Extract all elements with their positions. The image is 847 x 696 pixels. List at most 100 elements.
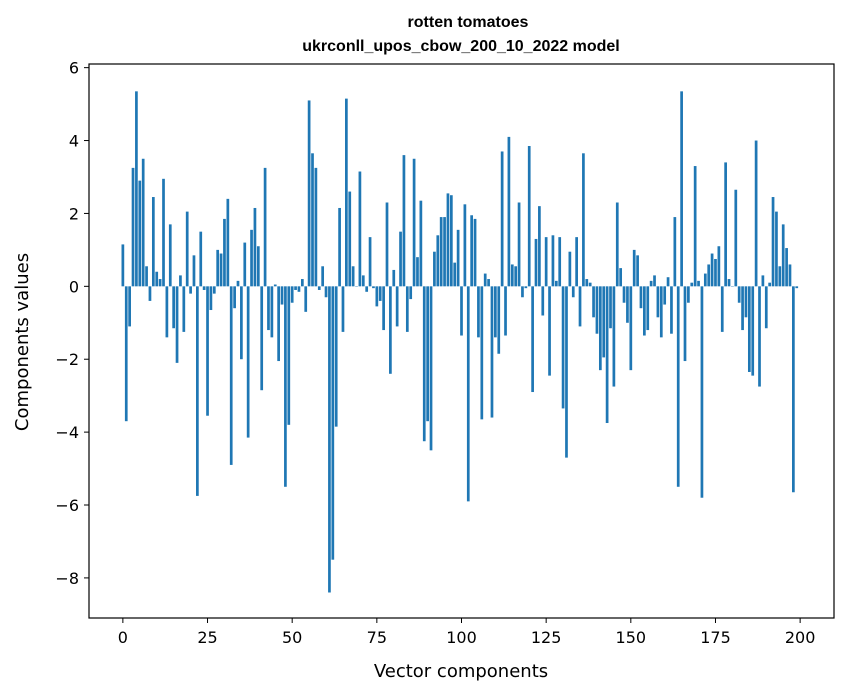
bar-182	[737, 286, 741, 303]
bar-152	[636, 255, 639, 287]
bar-198	[792, 286, 795, 493]
bar-146	[615, 202, 619, 287]
bar-72	[365, 286, 369, 292]
bar-70	[358, 171, 362, 287]
bar-92	[433, 251, 436, 287]
bar-12	[162, 178, 165, 287]
bar-156	[649, 280, 653, 287]
bar-164	[676, 286, 680, 487]
bar-138	[588, 282, 592, 287]
x-axis-ticks: 0 25 50 75 100 125 150 175 200	[118, 618, 815, 647]
bar-151	[632, 249, 636, 287]
chart-subtitle: ukrconll_upos_cbow_200_10_2022 model	[302, 38, 619, 55]
bar-161	[666, 277, 670, 287]
y-tick-label: 0	[69, 277, 79, 296]
bar-56	[311, 153, 314, 287]
bar-76	[378, 286, 382, 301]
bar-177	[720, 286, 724, 332]
bar-8	[148, 286, 152, 301]
bar-109	[490, 286, 494, 418]
bar-197	[788, 264, 792, 287]
bar-31	[226, 198, 230, 287]
bar-97	[449, 195, 453, 287]
bar-66	[345, 98, 348, 287]
bar-119	[524, 286, 528, 289]
y-axis-ticks: −8 −6 −4 −2 0 2 4 6	[55, 59, 89, 588]
bar-21	[192, 255, 196, 287]
x-tick-label: 25	[197, 628, 217, 647]
bar-27	[212, 286, 216, 294]
bar-42	[263, 167, 267, 287]
bar-73	[368, 237, 372, 287]
bar-148	[622, 286, 626, 303]
bar-114	[507, 136, 511, 287]
bar-149	[626, 286, 629, 323]
y-tick-label: −8	[55, 569, 79, 588]
bar-195	[781, 224, 785, 287]
x-tick-label: 175	[700, 628, 731, 647]
bar-120	[527, 146, 531, 287]
bar-181	[734, 189, 738, 287]
bar-115	[510, 264, 514, 287]
bar-166	[683, 286, 687, 362]
bar-193	[775, 211, 778, 287]
bar-98	[453, 262, 457, 287]
bar-95	[443, 217, 446, 287]
bar-18	[182, 286, 186, 332]
x-tick-label: 100	[446, 628, 477, 647]
bar-121	[531, 286, 534, 393]
bar-175	[714, 258, 717, 287]
bar-154	[643, 286, 646, 336]
bar-93	[436, 235, 440, 287]
bar-116	[514, 266, 518, 287]
bar-20	[189, 286, 192, 294]
bar-184	[744, 286, 748, 318]
bar-38	[250, 229, 253, 287]
bar-187	[754, 140, 758, 287]
x-axis-label: Vector components	[374, 661, 548, 682]
bar-101	[463, 204, 467, 287]
bar-1	[124, 286, 128, 422]
bar-22	[196, 286, 199, 496]
bar-192	[771, 197, 775, 287]
bar-78	[385, 202, 389, 287]
bar-51	[294, 286, 297, 290]
bar-199	[795, 286, 799, 289]
bar-53	[300, 279, 304, 287]
bar-40	[256, 246, 260, 287]
x-tick-label: 75	[367, 628, 387, 647]
bar-132	[568, 251, 572, 287]
bar-67	[348, 191, 352, 287]
bar-9	[151, 197, 155, 287]
bar-26	[209, 286, 213, 311]
bar-88	[419, 200, 423, 287]
bar-130	[561, 286, 565, 409]
bar-2	[128, 286, 131, 327]
bar-11	[158, 279, 162, 287]
bar-194	[778, 266, 782, 287]
bar-185	[747, 286, 751, 372]
bar-100	[460, 286, 463, 336]
bar-126	[548, 286, 551, 376]
bar-179	[727, 279, 731, 287]
bar-172	[703, 273, 707, 287]
bar-58	[317, 286, 321, 290]
bar-75	[375, 286, 379, 307]
bar-124	[541, 286, 545, 316]
bar-50	[290, 286, 294, 303]
bar-32	[229, 286, 233, 465]
bar-117	[517, 202, 521, 287]
bar-24	[202, 286, 206, 290]
bar-36	[243, 242, 247, 287]
bar-89	[422, 286, 426, 442]
bar-55	[307, 100, 311, 287]
bar-118	[521, 286, 524, 298]
bar-168	[690, 282, 694, 287]
bar-134	[575, 237, 578, 287]
bar-54	[304, 286, 308, 312]
bar-48	[284, 286, 287, 487]
bar-136	[582, 153, 585, 287]
bar-159	[659, 286, 663, 338]
bar-13	[165, 286, 169, 338]
bar-173	[707, 264, 711, 287]
